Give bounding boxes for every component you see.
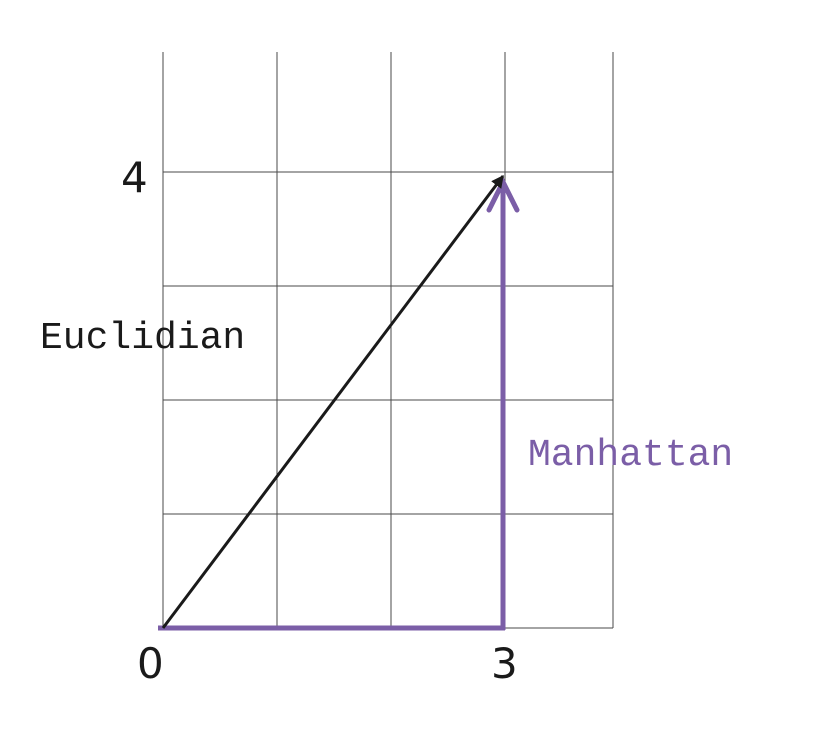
grid (162, 52, 614, 629)
euclidian-arrow (161, 174, 505, 629)
manhattan-label: Manhattan (528, 434, 733, 477)
y-axis-label-4: 4 (121, 153, 148, 202)
x-axis-label-3: 3 (491, 639, 518, 688)
x-axis-label-0: 0 (137, 639, 164, 688)
euclidian-label: Euclidian (40, 317, 245, 360)
